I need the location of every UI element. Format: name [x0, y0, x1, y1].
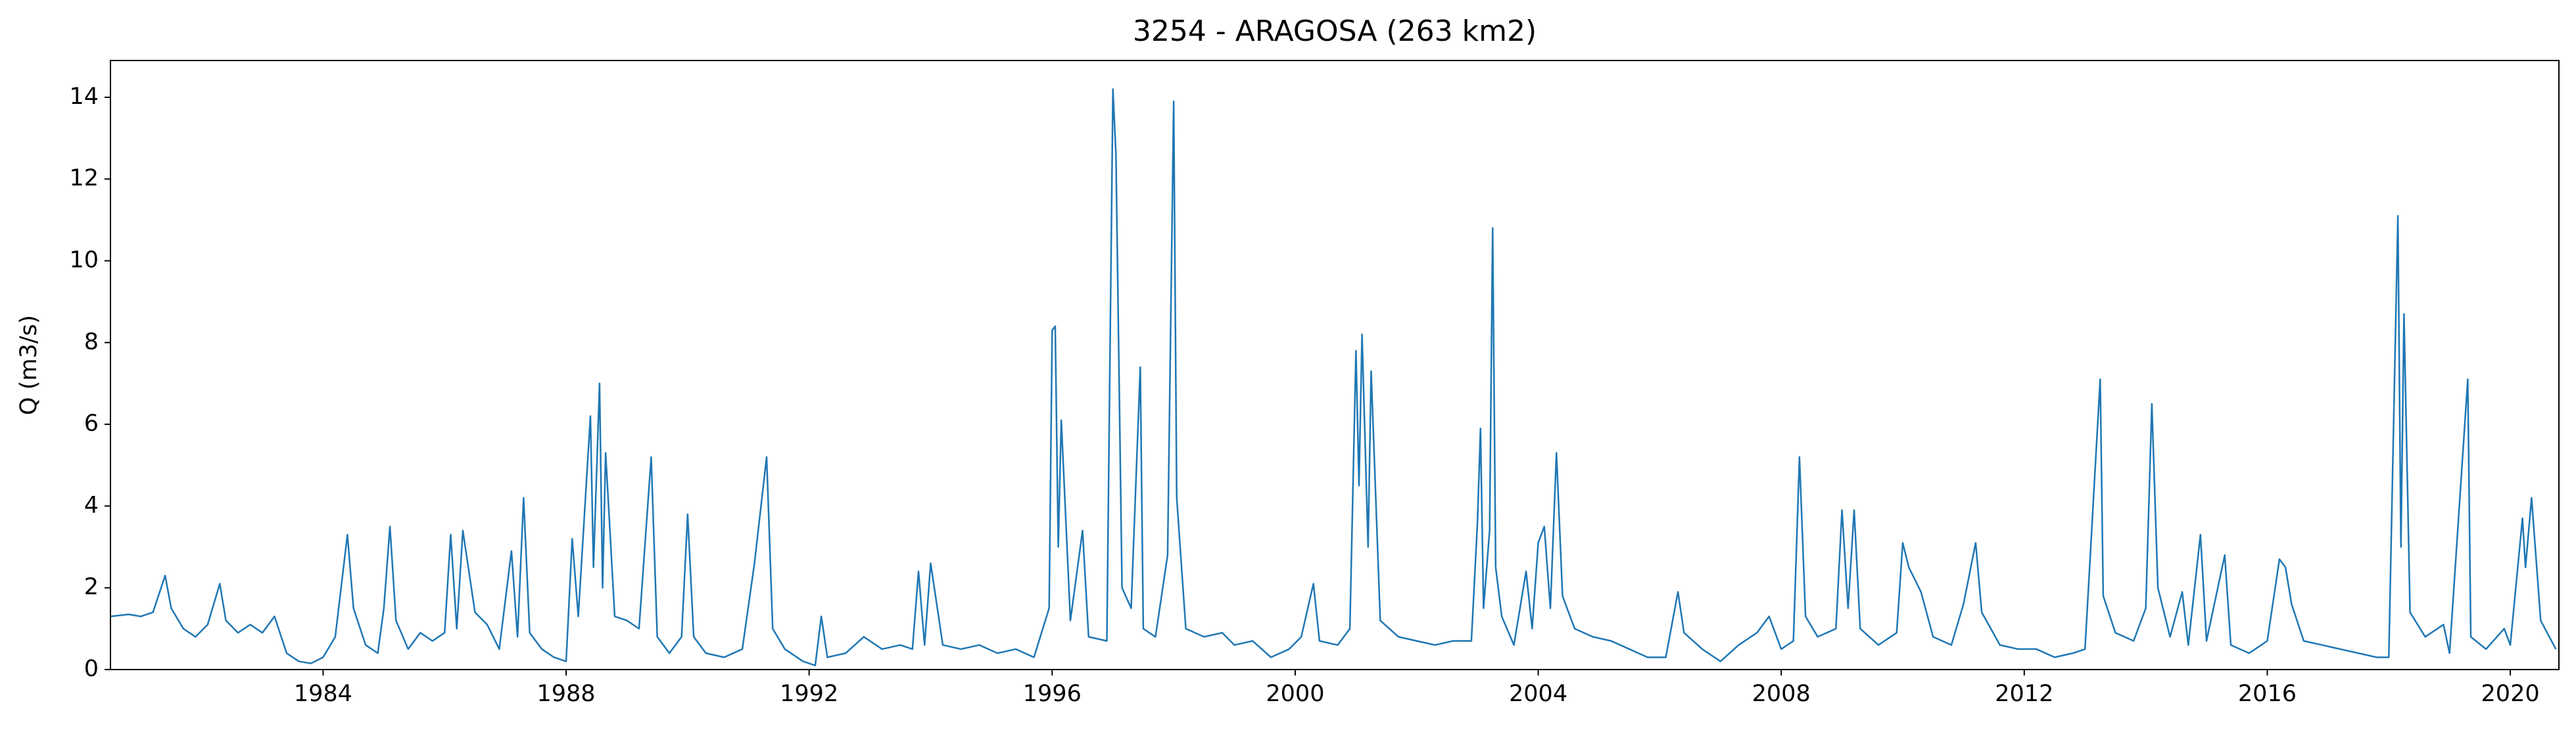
- y-tick-label: 2: [84, 574, 99, 600]
- y-tick-label: 8: [84, 329, 99, 355]
- x-tick-label: 1984: [294, 681, 352, 707]
- x-tick-label: 1992: [780, 681, 838, 707]
- y-axis-label: Q (m3/s): [16, 315, 42, 415]
- y-tick-label: 14: [69, 84, 99, 110]
- x-tick-label: 2020: [2481, 681, 2540, 707]
- data-line: [110, 88, 2557, 667]
- x-tick-label: 2000: [1266, 681, 1324, 707]
- x-tick-label: 1988: [537, 681, 596, 707]
- x-tick-label: 2012: [1995, 681, 2053, 707]
- y-tick-label: 4: [84, 492, 99, 518]
- y-tick-label: 12: [69, 165, 99, 191]
- x-tick-label: 1996: [1023, 681, 1082, 707]
- x-tick-label: 2008: [1752, 681, 1811, 707]
- x-tick-label: 2016: [2238, 681, 2297, 707]
- x-tick-label: 2004: [1509, 681, 1567, 707]
- y-tick-label: 6: [84, 410, 99, 437]
- y-tick-label: 10: [69, 247, 99, 274]
- y-tick-label: 0: [84, 656, 99, 682]
- chart-title: 3254 - ARAGOSA (263 km2): [1133, 14, 1537, 48]
- plot-frame: [110, 60, 2560, 670]
